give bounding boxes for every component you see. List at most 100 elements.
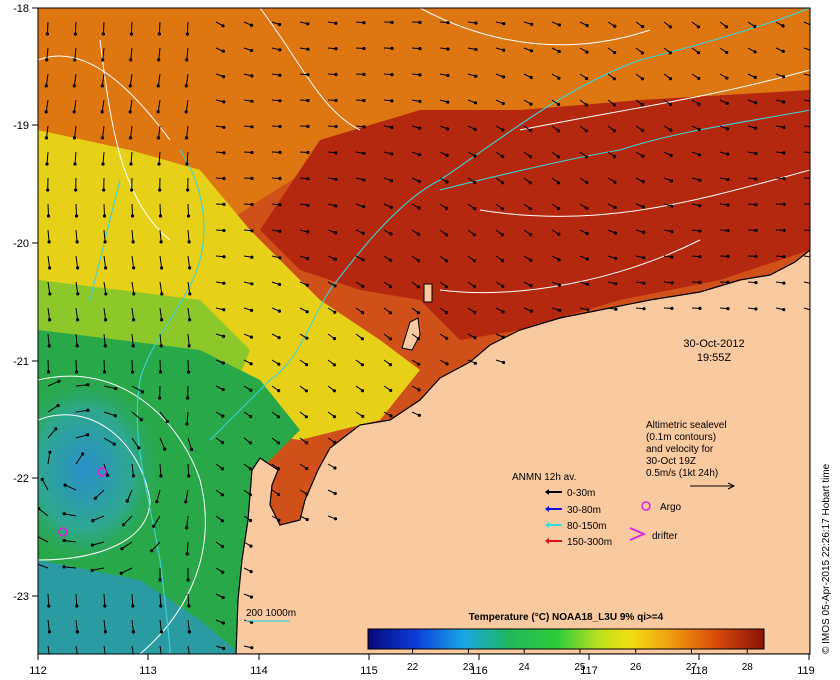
- velocity-arrow-head: [222, 255, 226, 259]
- velocity-arrow-head: [306, 230, 310, 234]
- velocity-arrow: [47, 359, 49, 373]
- velocity-arrow-head: [698, 306, 702, 310]
- velocity-arrow-head: [131, 344, 135, 348]
- velocity-arrow-head: [306, 177, 310, 181]
- velocity-arrow: [187, 619, 190, 632]
- velocity-arrow-head: [500, 233, 504, 237]
- velocity-arrow-head: [128, 84, 132, 88]
- velocity-arrow-head: [333, 310, 337, 314]
- velocity-arrow-head: [159, 474, 163, 478]
- velocity-arrow-head: [157, 162, 161, 166]
- velocity-arrow-head: [473, 336, 477, 340]
- velocity-arrow: [75, 409, 88, 413]
- velocity-arrow-head: [585, 257, 590, 261]
- velocity-arrow-head: [585, 206, 589, 210]
- velocity-arrow-head: [446, 21, 450, 25]
- velocity-arrow-head: [86, 408, 90, 412]
- velocity-arrow-head: [389, 205, 393, 209]
- velocity-arrow-head: [612, 129, 617, 133]
- velocity-arrow-head: [502, 360, 506, 365]
- velocity-arrow-head: [48, 318, 52, 322]
- velocity-arrow-head: [753, 50, 757, 54]
- velocity-arrow-head: [184, 84, 188, 88]
- lon-tick-label: 112: [29, 665, 47, 677]
- velocity-arrow-head: [529, 309, 534, 313]
- velocity-arrow-head: [725, 101, 729, 105]
- velocity-arrow: [803, 255, 810, 258]
- velocity-arrow-head: [444, 259, 448, 263]
- velocity-arrow-head: [131, 240, 135, 244]
- velocity-arrow-head: [754, 228, 758, 232]
- velocity-arrow-head: [220, 519, 224, 523]
- velocity-arrow-head: [473, 361, 477, 365]
- velocity-arrow-head: [73, 58, 77, 62]
- velocity-arrow-head: [221, 24, 225, 28]
- velocity-arrow-head: [156, 110, 160, 114]
- velocity-arrow-head: [389, 179, 394, 183]
- velocity-arrow-head: [277, 309, 281, 313]
- velocity-arrow-head: [501, 284, 505, 288]
- velocity-arrow-head: [501, 101, 505, 106]
- velocity-arrow-head: [416, 285, 420, 289]
- velocity-arrow-head: [474, 74, 478, 78]
- velocity-arrow-head: [810, 151, 813, 154]
- plot-frame: [37, 7, 811, 655]
- velocity-arrow-head: [250, 282, 254, 286]
- velocity-arrow-head: [332, 337, 337, 341]
- velocity-arrow: [159, 307, 163, 320]
- velocity-arrow: [131, 203, 133, 217]
- velocity-arrow-head: [76, 266, 80, 270]
- velocity-arrow-head: [360, 337, 364, 341]
- velocity-arrow-head: [306, 47, 310, 51]
- velocity-arrow-head: [557, 23, 562, 27]
- velocity-arrow: [131, 255, 135, 268]
- velocity-arrow-head: [132, 292, 136, 296]
- velocity-arrow-head: [131, 474, 136, 478]
- velocity-arrow: [103, 593, 106, 607]
- velocity-arrow-head: [306, 124, 310, 128]
- velocity-arrow-head: [221, 596, 225, 600]
- velocity-arrow-head: [501, 154, 505, 158]
- velocity-arrow-head: [613, 180, 617, 184]
- isobath-label: 200 1000m: [246, 608, 296, 619]
- velocity-arrow-head: [46, 370, 51, 374]
- velocity-arrow: [75, 307, 79, 320]
- velocity-arrow-head: [390, 99, 394, 103]
- velocity-arrow-head: [668, 51, 673, 55]
- velocity-arrow-head: [472, 207, 477, 211]
- velocity-arrow: [47, 593, 50, 607]
- velocity-arrow-head: [754, 281, 758, 285]
- velocity-arrow-head: [389, 258, 393, 262]
- velocity-arrow-head: [418, 126, 422, 130]
- velocity-arrow-head: [445, 336, 449, 340]
- velocity-arrow: [131, 645, 134, 654]
- velocity-arrow-head: [222, 100, 226, 104]
- velocity-arrow-head: [670, 255, 674, 259]
- argo-legend-label: Argo: [660, 502, 682, 513]
- velocity-arrow: [64, 566, 77, 569]
- velocity-arrow: [185, 489, 189, 502]
- velocity-arrow: [186, 151, 189, 165]
- velocity-arrow: [38, 563, 49, 569]
- velocity-arrow: [803, 21, 810, 26]
- velocity-arrow-head: [361, 414, 365, 418]
- velocity-arrow-head: [361, 258, 365, 262]
- velocity-arrow: [73, 99, 77, 112]
- velocity-arrow: [126, 489, 133, 502]
- credit-text: © IMOS 05-Apr-2015 22:26:17 Hobart time: [821, 463, 832, 654]
- colorbar-tick-label: 28: [742, 662, 754, 673]
- velocity-arrow-head: [446, 73, 450, 78]
- velocity-arrow-head: [46, 188, 50, 192]
- velocity-arrow-head: [530, 22, 534, 26]
- velocity-arrow-head: [810, 229, 813, 232]
- velocity-arrow: [74, 21, 77, 35]
- velocity-arrow-head: [249, 414, 253, 419]
- velocity-arrow-head: [500, 181, 505, 185]
- velocity-arrow-head: [334, 177, 338, 181]
- velocity-arrow-head: [159, 604, 163, 608]
- velocity-arrow: [130, 151, 133, 165]
- velocity-arrow-head: [473, 101, 478, 105]
- velocity-arrow: [185, 99, 189, 112]
- velocity-arrow-head: [130, 370, 135, 374]
- velocity-arrow-head: [473, 127, 477, 131]
